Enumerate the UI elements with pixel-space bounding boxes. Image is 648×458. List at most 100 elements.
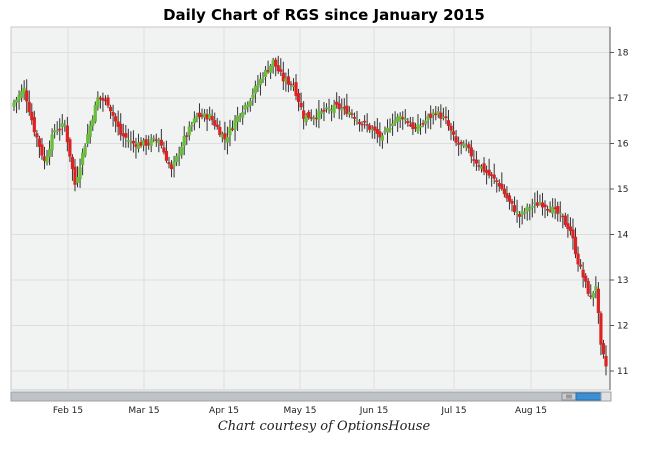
- grid: [11, 27, 610, 390]
- candle-body: [200, 114, 204, 117]
- candle-body: [291, 85, 296, 87]
- candle-body: [538, 202, 542, 205]
- candle-body: [373, 126, 377, 131]
- candle-body: [408, 124, 412, 127]
- candle-body: [154, 139, 158, 141]
- candle-body: [70, 156, 75, 170]
- candle-body: [96, 97, 100, 108]
- candle-body: [578, 264, 583, 267]
- candle-body: [169, 164, 174, 170]
- chart-title: Daily Chart of RGS since January 2015: [163, 6, 485, 24]
- candle-body: [558, 212, 562, 215]
- candle-body: [302, 110, 306, 119]
- candle-body: [101, 97, 105, 101]
- candle-body: [60, 123, 64, 127]
- candle-body: [535, 202, 539, 206]
- candle-body: [27, 101, 31, 113]
- y-tick-label: 18: [617, 49, 629, 59]
- candle-body: [276, 65, 280, 72]
- candle-body: [340, 108, 344, 111]
- candle-body: [363, 120, 367, 123]
- candle-body: [172, 161, 176, 167]
- candle-body: [114, 116, 118, 122]
- candle-body: [147, 143, 151, 145]
- candle-body: [568, 226, 573, 232]
- candle-body: [144, 139, 148, 146]
- scrollbar-thumb[interactable]: [575, 392, 602, 401]
- candle-body: [281, 72, 285, 82]
- candle-body: [205, 114, 209, 120]
- candle-body: [510, 200, 514, 204]
- candle-body: [388, 128, 392, 130]
- candle-body: [12, 102, 16, 107]
- candle-body: [284, 78, 288, 82]
- candle-body: [50, 134, 54, 151]
- candle-body: [177, 154, 181, 156]
- candle-body: [134, 144, 138, 147]
- x-tick-label: Feb 15: [53, 406, 83, 416]
- candle-body: [192, 118, 196, 124]
- candle-body: [545, 208, 550, 211]
- candle-body: [30, 111, 34, 121]
- scrollbar-track[interactable]: [10, 391, 612, 402]
- candle-body: [312, 117, 316, 120]
- candle-body: [594, 286, 598, 291]
- candle-body: [337, 103, 341, 110]
- candle-body: [263, 69, 268, 77]
- candle-body: [119, 123, 123, 135]
- y-tick-label: 14: [617, 231, 629, 241]
- candle-body: [248, 100, 252, 106]
- candle-body: [385, 127, 390, 133]
- candle-body: [365, 124, 369, 126]
- candle-body: [266, 70, 270, 72]
- candle-body: [162, 147, 166, 153]
- candle-body: [271, 59, 275, 67]
- candle-body: [360, 123, 364, 126]
- candle-body: [269, 65, 273, 73]
- plot-area: [10, 26, 611, 391]
- candle-body: [431, 112, 435, 116]
- candle-body: [256, 84, 260, 88]
- candle-body: [261, 78, 265, 80]
- candle-body: [185, 135, 189, 137]
- candle-body: [347, 111, 351, 115]
- candle-body: [345, 105, 349, 115]
- candle-body: [124, 133, 128, 138]
- candle-body: [121, 133, 125, 137]
- candle-body: [375, 128, 379, 134]
- candle-body: [515, 211, 519, 213]
- candle-body: [141, 140, 146, 146]
- candle-body: [401, 117, 405, 119]
- candle-body: [91, 119, 95, 127]
- candle-body: [525, 206, 529, 212]
- candle-body: [477, 165, 481, 167]
- candle-body: [294, 82, 298, 96]
- candle-body: [492, 174, 496, 179]
- candle-body: [350, 113, 354, 115]
- horizontal-scrollbar[interactable]: [10, 391, 612, 402]
- candle-body: [20, 91, 24, 98]
- candle-body: [258, 78, 263, 86]
- candle-body: [233, 119, 237, 130]
- candle-body: [459, 141, 463, 145]
- candle-body: [131, 140, 136, 144]
- candle-body: [464, 145, 468, 148]
- candle-body: [106, 97, 110, 106]
- candle-body: [246, 104, 250, 108]
- candle-body: [152, 137, 156, 140]
- candle-body: [42, 156, 47, 161]
- candle-body: [274, 59, 278, 67]
- y-tick-label: 15: [617, 185, 628, 195]
- scroll-right-button[interactable]: [600, 391, 612, 402]
- candle-body: [63, 124, 67, 127]
- candle-body: [406, 120, 410, 124]
- candle-body: [576, 253, 580, 265]
- candle-body: [45, 156, 49, 163]
- candle-body: [533, 202, 537, 204]
- candle-body: [83, 145, 87, 156]
- candle-body: [551, 206, 555, 214]
- candle-body: [81, 152, 85, 166]
- candle-body: [78, 167, 82, 180]
- candle-body: [139, 142, 143, 146]
